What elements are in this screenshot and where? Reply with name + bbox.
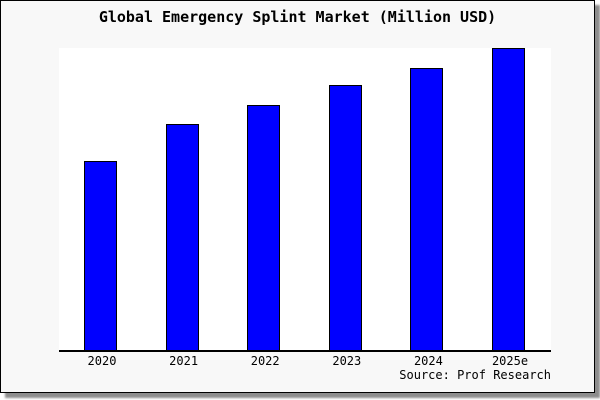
plot-area xyxy=(59,48,551,352)
source-credit: Source: Prof Research xyxy=(399,368,551,382)
bar-2022 xyxy=(247,105,281,350)
chart-title: Global Emergency Splint Market (Million … xyxy=(98,8,497,26)
bar-2023 xyxy=(328,85,362,350)
bar-2021 xyxy=(165,124,199,350)
x-axis-labels: 2020 2021 2022 2023 2024 2025e xyxy=(59,354,551,368)
bar-2025e xyxy=(492,48,525,350)
x-tick-label-2024: 2024 xyxy=(413,354,443,368)
x-tick-label-2021: 2021 xyxy=(169,354,199,368)
x-tick-label-2023: 2023 xyxy=(332,354,362,368)
x-tick-label-2022: 2022 xyxy=(250,354,280,368)
bar-2020 xyxy=(84,161,117,350)
x-tick-label-2020: 2020 xyxy=(87,354,117,368)
chart-frame: Global Emergency Splint Market (Million … xyxy=(0,0,595,393)
bar-2024 xyxy=(410,68,444,350)
x-tick-label-2025e: 2025e xyxy=(491,354,529,368)
